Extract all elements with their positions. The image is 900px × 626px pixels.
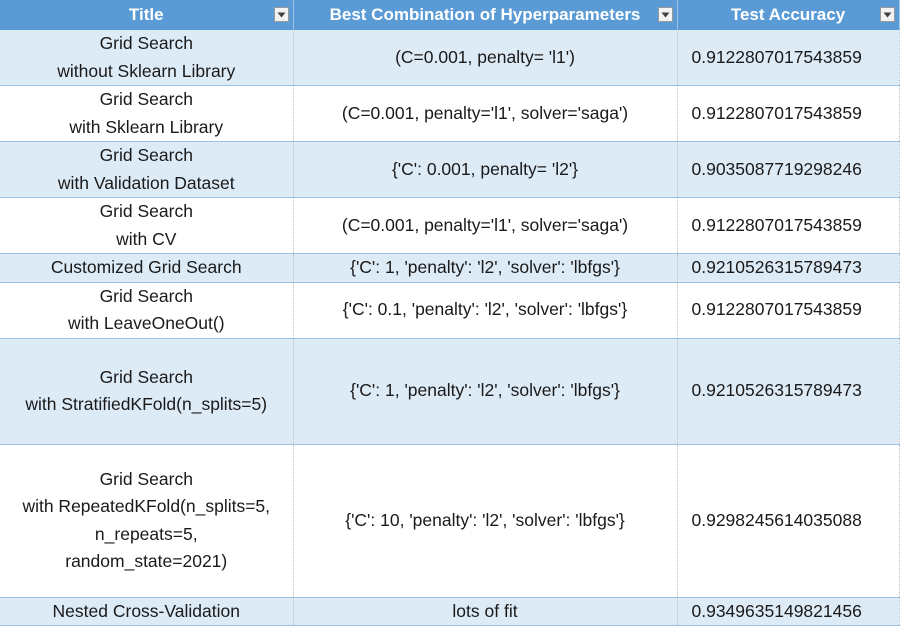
cell-accuracy[interactable]: 0.9210526315789473 <box>677 338 900 445</box>
title-line: Grid Search <box>99 366 193 387</box>
cell-params[interactable]: (C=0.001, penalty='l1', solver='saga') <box>293 85 678 142</box>
title-line: with RepeatedKFold(n_splits=5, <box>22 496 271 516</box>
filter-arrow-icon <box>661 12 669 17</box>
title-line: without Sklearn Library <box>57 60 236 81</box>
cell-accuracy[interactable]: 0.9122807017543859 <box>677 85 900 142</box>
cell-params[interactable]: {'C': 1, 'penalty': 'l2', 'solver': 'lbf… <box>293 338 678 445</box>
title-line: Grid Search <box>99 468 193 489</box>
table-row: Nested Cross-Validation lots of fit 0.93… <box>0 597 900 626</box>
title-line: Grid Search <box>99 285 193 306</box>
cell-params[interactable]: (C=0.001, penalty='l1', solver='saga') <box>293 197 678 254</box>
cell-params[interactable]: (C=0.001, penalty= 'l1') <box>293 30 678 86</box>
title-line: Customized Grid Search <box>50 257 242 277</box>
title-line: Grid Search <box>99 201 193 221</box>
cell-params[interactable]: {'C': 0.1, 'penalty': 'l2', 'solver': 'l… <box>293 282 678 339</box>
table-row: Grid Search with CV (C=0.001, penalty='l… <box>0 197 900 254</box>
title-line: Nested Cross-Validation <box>52 600 240 621</box>
cell-accuracy[interactable]: 0.9035087719298246 <box>677 141 900 198</box>
cell-params[interactable]: lots of fit <box>293 597 678 626</box>
cell-accuracy[interactable]: 0.9122807017543859 <box>677 30 900 86</box>
cell-title[interactable]: Grid Search with CV <box>0 197 294 254</box>
title-line: random_state=2021) <box>65 551 228 571</box>
header-row: Title Best Combination of Hyperparameter… <box>0 0 900 30</box>
table-row: Customized Grid Search {'C': 1, 'penalty… <box>0 253 900 283</box>
cell-title[interactable]: Grid Search with Sklearn Library <box>0 85 294 142</box>
table-row: Grid Search with Sklearn Library (C=0.00… <box>0 85 900 142</box>
cell-accuracy[interactable]: 0.9122807017543859 <box>677 197 900 254</box>
title-line: Grid Search <box>99 33 193 53</box>
filter-arrow-icon <box>883 12 891 17</box>
cell-accuracy[interactable]: 0.9298245614035088 <box>677 444 900 598</box>
filter-dropdown-title[interactable] <box>273 7 289 22</box>
table-row: Grid Search without Sklearn Library (C=0… <box>0 30 900 86</box>
header-accuracy-label: Test Accuracy <box>730 5 846 24</box>
header-title-label: Title <box>128 5 164 24</box>
cell-title[interactable]: Grid Search without Sklearn Library <box>0 30 294 86</box>
title-line: with CV <box>116 228 177 249</box>
cell-params[interactable]: {'C': 1, 'penalty': 'l2', 'solver': 'lbf… <box>293 253 678 283</box>
filter-dropdown-accuracy[interactable] <box>879 7 895 22</box>
cell-title[interactable]: Grid Search with LeaveOneOut() <box>0 282 294 339</box>
filter-arrow-icon <box>277 12 285 17</box>
cell-title[interactable]: Grid Search with RepeatedKFold(n_splits=… <box>0 444 294 598</box>
header-hyperparameters: Best Combination of Hyperparameters <box>293 0 678 30</box>
cell-accuracy[interactable]: 0.9349635149821456 <box>677 597 900 626</box>
header-title: Title <box>0 0 294 30</box>
header-hyperparameters-label: Best Combination of Hyperparameters <box>329 5 641 24</box>
cell-title[interactable]: Grid Search with Validation Dataset <box>0 141 294 198</box>
title-line: with Sklearn Library <box>69 116 224 137</box>
cell-title[interactable]: Grid Search with StratifiedKFold(n_split… <box>0 338 294 445</box>
title-line: with StratifiedKFold(n_splits=5) <box>25 394 268 414</box>
cell-params[interactable]: {'C': 10, 'penalty': 'l2', 'solver': 'lb… <box>293 444 678 598</box>
table-row: Grid Search with RepeatedKFold(n_splits=… <box>0 444 900 598</box>
cell-accuracy[interactable]: 0.9210526315789473 <box>677 253 900 283</box>
cell-accuracy[interactable]: 0.9122807017543859 <box>677 282 900 339</box>
title-line: Grid Search <box>99 145 193 165</box>
title-line: with LeaveOneOut() <box>67 313 225 333</box>
cell-params[interactable]: {'C': 0.001, penalty= 'l2'} <box>293 141 678 198</box>
title-line: Grid Search <box>99 89 193 109</box>
table-row: Grid Search with LeaveOneOut() {'C': 0.1… <box>0 282 900 339</box>
table-row: Grid Search with StratifiedKFold(n_split… <box>0 338 900 445</box>
title-line: n_repeats=5, <box>94 523 198 544</box>
cell-title[interactable]: Nested Cross-Validation <box>0 597 294 626</box>
filter-dropdown-hyperparameters[interactable] <box>657 7 673 22</box>
title-line: with Validation Dataset <box>57 172 235 193</box>
cell-title[interactable]: Customized Grid Search <box>0 253 294 283</box>
header-accuracy: Test Accuracy <box>677 0 900 30</box>
table-row: Grid Search with Validation Dataset {'C'… <box>0 141 900 198</box>
